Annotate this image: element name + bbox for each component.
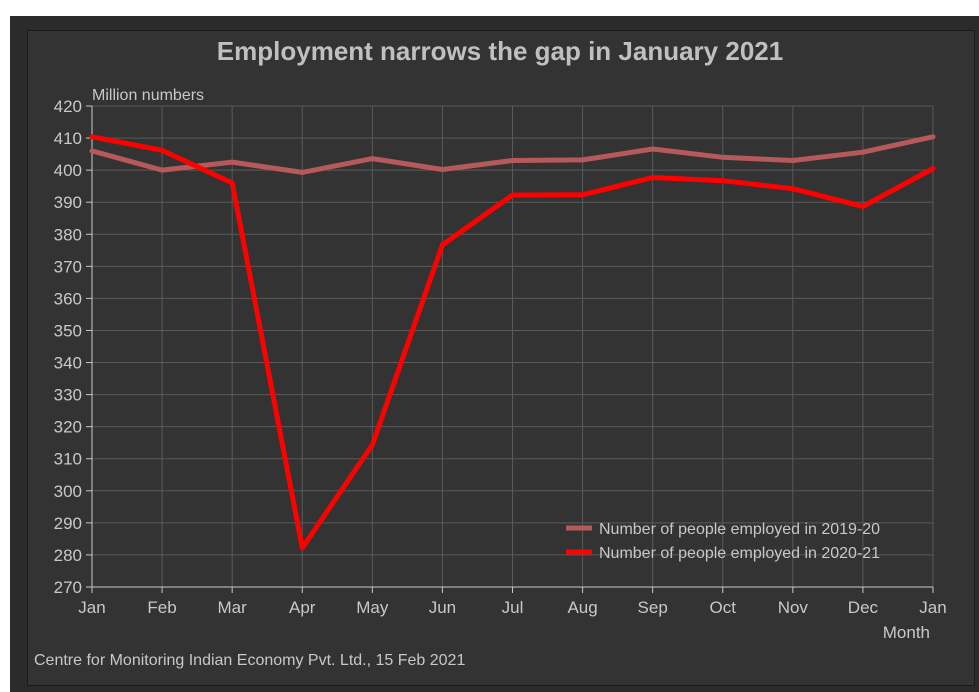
legend: Number of people employed in 2019-20 Numb… — [566, 521, 880, 562]
x-tick-label: Sep — [638, 598, 668, 617]
legend-label: Number of people employed in 2019-20 — [599, 521, 880, 538]
y-tick-label: 420 — [54, 97, 82, 116]
x-tick-labels: Jan Feb Mar Apr May Jun Jul Aug Sep Oct Nov Dec Jan — [78, 598, 946, 617]
chart-panel — [27, 30, 975, 686]
y-tick-label: 330 — [54, 386, 82, 405]
y-tick-label: 360 — [54, 289, 82, 308]
x-tick-label: Mar — [218, 598, 248, 617]
x-tick-label: Jul — [502, 598, 524, 617]
x-tick-label: May — [356, 598, 389, 617]
axes — [86, 105, 934, 593]
y-tick-label: 300 — [54, 482, 82, 501]
x-tick-label: Dec — [848, 598, 879, 617]
y-tick-label: 380 — [54, 225, 82, 244]
y-tick-label: 400 — [54, 161, 82, 180]
x-tick-label: Feb — [147, 598, 176, 617]
y-tick-label: 280 — [54, 546, 82, 565]
y-axis-label: Million numbers — [92, 87, 204, 104]
x-tick-label: Jun — [429, 598, 456, 617]
y-tick-label: 320 — [54, 418, 82, 437]
series-lines — [89, 134, 936, 551]
legend-label: Number of people employed in 2020-21 — [599, 545, 880, 562]
y-tick-label: 390 — [54, 193, 82, 212]
y-tick-label: 310 — [54, 450, 82, 469]
source-note: Centre for Monitoring Indian Economy Pvt… — [34, 652, 465, 669]
y-tick-label: 410 — [54, 129, 82, 148]
x-tick-label: Jan — [78, 598, 105, 617]
y-tick-label: 270 — [54, 578, 82, 597]
x-tick-label: Nov — [778, 598, 809, 617]
y-tick-label: 290 — [54, 514, 82, 533]
series-line-1 — [89, 134, 936, 175]
y-tick-label: 370 — [54, 257, 82, 276]
x-tick-label: Jan — [919, 598, 946, 617]
x-tick-label: Oct — [710, 598, 737, 617]
x-axis-label: Month — [883, 623, 930, 642]
y-tick-label: 350 — [54, 321, 82, 340]
y-tick-label: 340 — [54, 354, 82, 373]
y-tick-labels: 270 280 290 300 310 320 330 340 350 360 370 380 390 4… — [54, 97, 82, 597]
chart-title: Employment narrows the gap in January 20… — [217, 36, 783, 66]
series-line-2 — [89, 134, 936, 551]
x-tick-label: Apr — [289, 598, 316, 617]
gridlines — [91, 105, 934, 588]
x-tick-label: Aug — [567, 598, 597, 617]
